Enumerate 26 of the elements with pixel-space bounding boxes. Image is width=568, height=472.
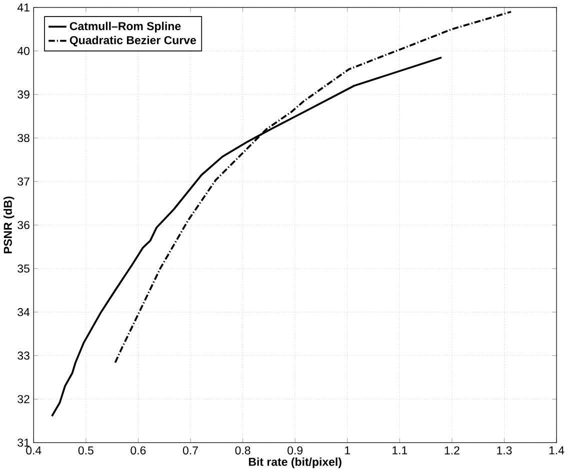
y-axis-title: PSNR (dB) [3,196,14,254]
x-tick-label: 1 [345,446,350,454]
y-tick-label: 33 [18,352,30,360]
y-tick-label: 38 [18,134,30,142]
x-tick-label: 0.5 [78,446,94,455]
x-tick-label: 1.4 [549,446,564,454]
x-tick-label: 0.9 [288,446,303,455]
x-tick-label: 1.3 [497,446,512,455]
y-tick-label: 37 [18,178,30,186]
x-tick-label: 0.7 [182,446,198,455]
legend-label: Quadratic Bezier Curve [70,36,196,47]
y-tick-label: 40 [17,47,30,56]
y-tick-label: 35 [18,264,30,273]
y-tick-label: 41 [17,4,30,12]
y-tick-label: 34 [18,308,30,316]
y-tick-label: 32 [18,395,30,404]
x-tick-label: 0.4 [26,446,42,455]
y-tick-label: 31 [18,438,30,447]
x-tick-label: 0.6 [130,446,146,455]
x-tick-label: 1.2 [444,446,460,455]
x-axis-title: Bit rate (bit/pixel) [248,458,342,468]
x-tick-label: 0.8 [235,446,250,455]
y-tick-label: 39 [18,90,30,99]
legend-label: Catmull–Rom Spline [70,22,181,33]
y-tick-label: 36 [18,221,30,230]
x-tick-label: 1.1 [392,446,408,454]
